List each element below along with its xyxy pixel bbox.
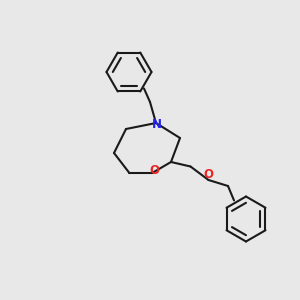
Text: O: O: [203, 168, 214, 181]
Text: N: N: [152, 118, 162, 131]
Text: O: O: [149, 164, 160, 178]
